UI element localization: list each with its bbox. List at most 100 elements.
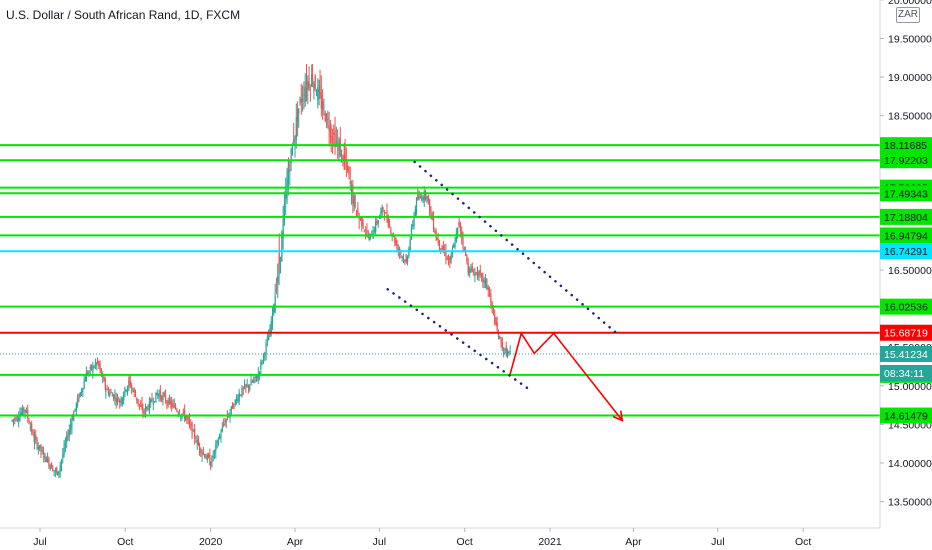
- candle-body: [401, 256, 403, 258]
- candle-body: [171, 402, 173, 407]
- candle-body: [113, 394, 115, 399]
- candle-body: [477, 273, 479, 278]
- candle-body: [229, 412, 231, 417]
- candle-body: [111, 395, 113, 397]
- level-label: 16.74291: [884, 246, 928, 258]
- candle-body: [80, 390, 83, 393]
- candle-body: [89, 367, 91, 369]
- candle-body: [467, 269, 469, 274]
- candle-body: [262, 354, 265, 359]
- candle-body: [29, 426, 31, 428]
- level-label-bg: [880, 407, 932, 424]
- candle-body: [233, 406, 235, 408]
- candle-body: [413, 215, 415, 228]
- candle-body: [191, 422, 193, 435]
- candle-body: [265, 343, 267, 354]
- price-axis[interactable]: 13.5000014.0000014.5000015.0000015.50000…: [880, 0, 932, 509]
- plot-area[interactable]: [0, 63, 880, 479]
- candle-body: [427, 195, 429, 201]
- candle-body: [304, 86, 306, 103]
- candle-body: [251, 381, 253, 383]
- candle-body: [422, 197, 424, 202]
- candle-body: [362, 222, 364, 228]
- level-label-bg: [880, 137, 932, 154]
- candle-body: [245, 384, 247, 387]
- candle-body: [283, 203, 286, 222]
- candle-body: [249, 385, 251, 390]
- candle-body: [458, 220, 460, 225]
- candle-body: [116, 397, 119, 400]
- candle-body: [462, 237, 464, 247]
- candle-body: [281, 232, 283, 262]
- level-label-bg: [880, 324, 932, 341]
- y-tick-label: 16.50000: [888, 265, 932, 277]
- x-tick-label: Oct: [117, 536, 133, 548]
- candle-body: [339, 139, 341, 157]
- candle-body: [478, 272, 480, 276]
- last-price-label: 15.41234: [884, 349, 928, 361]
- candle-body: [184, 416, 187, 421]
- candle-body: [266, 338, 268, 341]
- level-label: 17.18804: [884, 212, 928, 224]
- candle-body: [138, 403, 141, 405]
- candle-body: [337, 142, 339, 144]
- candle-body: [170, 400, 172, 403]
- candle-body: [398, 247, 401, 253]
- candle-body: [395, 241, 397, 245]
- level-label: 17.49343: [884, 188, 928, 200]
- candle-body: [430, 209, 432, 214]
- candle-body: [385, 212, 387, 214]
- candle-body: [475, 272, 477, 274]
- candle-body: [215, 444, 217, 452]
- candle-body: [293, 138, 295, 143]
- candle-body: [147, 407, 149, 409]
- candle-body: [402, 257, 405, 259]
- candle-body: [158, 394, 160, 397]
- candle-body: [353, 196, 355, 207]
- candle-body: [90, 364, 93, 370]
- level-label-bg: [880, 243, 932, 260]
- candle-body: [226, 416, 229, 418]
- level-label: 15.68719: [884, 328, 928, 340]
- candle-body: [406, 257, 409, 262]
- candle-body: [209, 454, 211, 465]
- candle-body: [188, 419, 191, 424]
- time-axis[interactable]: Jul Oct 2020 Apr Jul Oct 2021 Apr Jul Oct: [33, 528, 811, 548]
- candle-body: [70, 424, 72, 430]
- candle-body: [39, 445, 41, 449]
- candle-body: [329, 127, 332, 138]
- candle-body: [382, 207, 384, 210]
- candle-body: [54, 469, 56, 471]
- candle-body: [151, 398, 153, 402]
- candle-body: [53, 470, 55, 472]
- candle-body: [368, 237, 370, 241]
- candle-body: [396, 242, 398, 250]
- candle-body: [85, 372, 87, 382]
- candle-body: [47, 458, 49, 462]
- candle-body: [282, 218, 284, 238]
- candle-body: [114, 396, 116, 400]
- candle-body: [106, 388, 108, 390]
- candle-body: [484, 280, 487, 283]
- candle-body: [202, 452, 204, 454]
- x-tick-label: Apr: [625, 536, 642, 548]
- candle-body: [140, 405, 142, 407]
- candle-body: [36, 439, 38, 448]
- candle-body: [414, 208, 416, 216]
- candle-body: [343, 153, 345, 158]
- candle-body: [12, 419, 15, 421]
- level-label: 17.92203: [884, 155, 928, 167]
- candle-body: [219, 435, 221, 439]
- candle-body: [334, 129, 336, 148]
- candle-body: [56, 468, 58, 473]
- candle-body: [88, 371, 90, 373]
- currency-badge[interactable]: ZAR: [896, 7, 920, 23]
- candle-body: [71, 418, 74, 420]
- candle-body: [410, 227, 413, 237]
- candle-body: [68, 429, 70, 436]
- candle-body: [141, 403, 143, 409]
- candle-body: [258, 371, 261, 374]
- candle-body: [196, 440, 198, 445]
- candle-body: [33, 437, 36, 443]
